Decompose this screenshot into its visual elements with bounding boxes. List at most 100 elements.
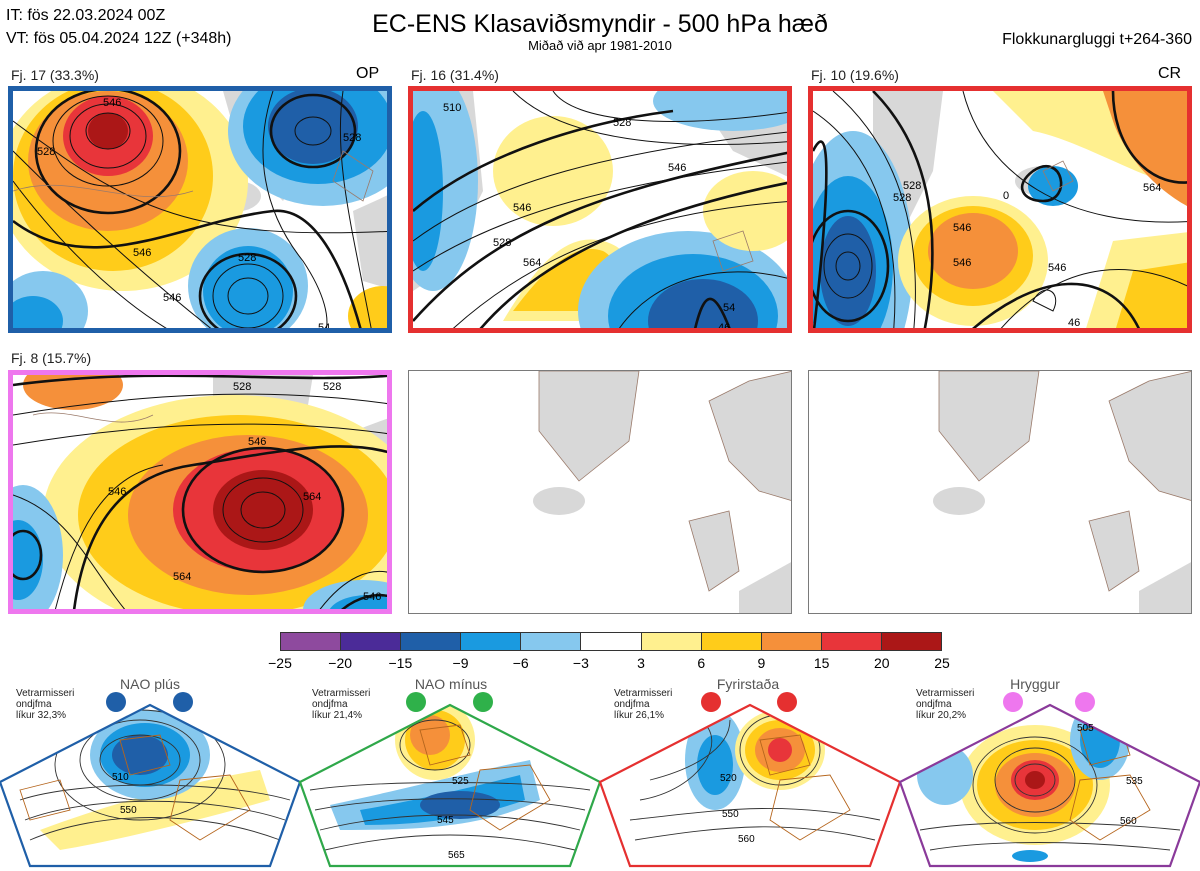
contour-label: 564 xyxy=(1143,182,1161,194)
contour-label: 528 xyxy=(493,237,511,249)
regime-1-info: Vetrarmisseri ondjfma líkur 32,3% xyxy=(16,688,75,721)
regime-1-contour-1: 510 xyxy=(112,772,129,783)
legend-swatch xyxy=(761,633,822,650)
contour-label: 564 xyxy=(303,491,321,503)
legend-tick-label: −9 xyxy=(452,655,469,671)
legend-swatch xyxy=(881,633,942,650)
contour-label: 528 xyxy=(323,381,341,393)
cluster-4-map[interactable]: 528510528546546564564546 xyxy=(8,370,392,614)
regime-4-marker-dot xyxy=(1075,692,1095,712)
contour-label: 54 xyxy=(723,302,735,314)
regime-3-marker-dot xyxy=(777,692,797,712)
contour-label: 46 xyxy=(1068,317,1080,329)
regime-4-marker-dot xyxy=(1003,692,1023,712)
contour-label: 546 xyxy=(953,222,971,234)
legend-swatch xyxy=(281,633,342,650)
contour-label: 0 xyxy=(1003,190,1009,202)
legend-swatch xyxy=(581,633,642,650)
contour-label: 546 xyxy=(668,162,686,174)
legend-tick-label: 6 xyxy=(697,655,706,671)
page-subtitle: Miðað við apr 1981-2010 xyxy=(528,38,672,53)
regime-4-contour-1: 505 xyxy=(1077,723,1094,734)
regime-4-info: Vetrarmisseri ondjfma líkur 20,2% xyxy=(916,688,975,721)
legend-swatch xyxy=(461,633,522,650)
cluster-1-map[interactable]: 528 546 528 546 528 546 54 xyxy=(8,86,392,333)
empty-map-2 xyxy=(808,370,1192,614)
valid-time: VT: fös 05.04.2024 12Z (+348h) xyxy=(6,30,232,47)
regime-1-contour-2: 550 xyxy=(120,805,137,816)
init-time: IT: fös 22.03.2024 00Z xyxy=(6,7,166,24)
regime-2-marker-dot xyxy=(473,692,493,712)
cluster-1-label: Fj. 17 (33.3%) xyxy=(11,67,99,83)
legend-swatch xyxy=(341,633,402,650)
regime-2-contour-3: 565 xyxy=(448,850,465,861)
regime-1-marker-dot xyxy=(173,692,193,712)
contour-label: 546 xyxy=(108,486,126,498)
contour-label: 528 xyxy=(343,132,361,144)
regime-3-contour-1: 520 xyxy=(720,773,737,784)
legend-swatch xyxy=(701,633,762,650)
regime-2-contour-2: 545 xyxy=(437,815,454,826)
regime-4-contour-2: 535 xyxy=(1126,776,1143,787)
legend-swatch xyxy=(641,633,702,650)
cluster-1-tag: OP xyxy=(356,65,380,82)
regime-2-marker-dot xyxy=(406,692,426,712)
legend-tick-label: 3 xyxy=(637,655,645,671)
empty-map-1 xyxy=(408,370,792,614)
contour-label: 564 xyxy=(173,571,191,583)
legend-swatch xyxy=(521,633,582,650)
regime-4-contour-3: 560 xyxy=(1120,816,1137,827)
legend-tick-label: 9 xyxy=(757,655,766,671)
cluster-3-label: Fj. 10 (19.6%) xyxy=(811,67,899,83)
cluster-3-map[interactable]: 528 546 528 546 0 546 564 46 528 xyxy=(808,86,1192,333)
legend-tick-label: −6 xyxy=(512,655,529,671)
regime-1-name: NAO plús xyxy=(120,676,180,692)
contour-label: 546 xyxy=(1048,262,1066,274)
legend-tick-label: 15 xyxy=(813,655,830,671)
legend-tick-label: −20 xyxy=(328,655,353,671)
contour-label: 546 xyxy=(163,292,181,304)
contour-label: 528 xyxy=(37,146,55,158)
legend-tick-label: −3 xyxy=(572,655,589,671)
regime-maps: 510 550 525 545 565 520 550 560 505 535 … xyxy=(0,703,1200,868)
regime-3-contour-3: 560 xyxy=(738,834,755,845)
classification-window: Flokkunargluggi t+264-360 xyxy=(1002,31,1192,48)
contour-label: 546 xyxy=(953,257,971,269)
page-title: EC-ENS Klasaviðsmyndir - 500 hPa hæð xyxy=(372,10,828,38)
contour-label: 528 xyxy=(903,180,921,192)
contour-label: 546 xyxy=(133,247,151,259)
contour-label: 528 xyxy=(613,117,631,129)
cluster-2-label: Fj. 16 (31.4%) xyxy=(411,67,499,83)
cluster-4-label: Fj. 8 (15.7%) xyxy=(11,350,92,366)
contour-label: 528 xyxy=(958,332,976,333)
contour-label: 546 xyxy=(513,202,531,214)
legend-swatch xyxy=(821,633,882,650)
legend-tick-label: 25 xyxy=(934,655,950,671)
regime-3-contour-2: 550 xyxy=(722,809,739,820)
cluster-2-map[interactable]: 510 528 546 528 546 564 46 54 xyxy=(408,86,792,333)
regime-3-info: Vetrarmisseri ondjfma líkur 26,1% xyxy=(614,688,673,721)
contour-label: 528 xyxy=(893,192,911,204)
contour-label: 546 xyxy=(103,97,121,109)
color-scale-legend xyxy=(280,632,942,651)
contour-label: 54 xyxy=(318,322,330,333)
contour-label: 46 xyxy=(718,322,730,333)
regime-2-name: NAO mínus xyxy=(414,676,488,692)
regime-2-info: Vetrarmisseri ondjfma líkur 21,4% xyxy=(312,688,371,721)
regime-1-map xyxy=(0,705,300,866)
regime-1-marker-dot xyxy=(106,692,126,712)
contour-label: 528 xyxy=(233,381,251,393)
regime-3-marker-dot xyxy=(701,692,721,712)
regime-contour-labels: 510 550 525 545 565 520 550 560 505 535 … xyxy=(112,723,1143,861)
legend-tick-label: −25 xyxy=(268,655,292,671)
contour-label: 528 xyxy=(238,252,256,264)
legend-swatch xyxy=(401,633,462,650)
cluster-3-tag: CR xyxy=(1158,65,1182,82)
regime-2-contour-1: 525 xyxy=(452,776,469,787)
contour-label: 510 xyxy=(443,102,461,114)
regime-3-name: Fyrirstaða xyxy=(716,676,780,692)
legend-tick-label: 20 xyxy=(874,655,890,671)
contour-label: 546 xyxy=(248,436,266,448)
contour-label: 564 xyxy=(523,257,541,269)
legend-tick-label: −15 xyxy=(388,655,413,671)
